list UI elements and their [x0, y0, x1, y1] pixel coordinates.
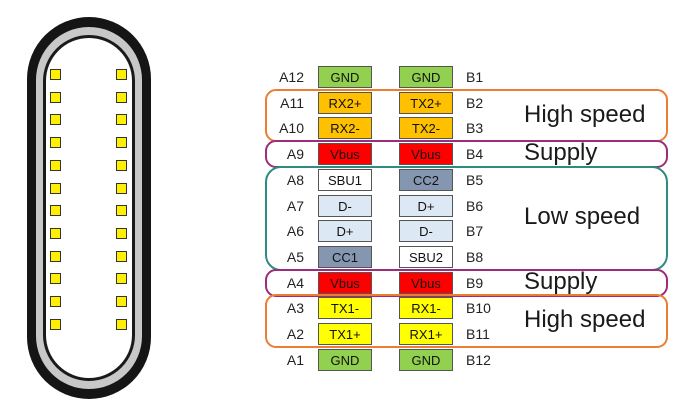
- contact-right: [116, 250, 127, 262]
- pin-number: A2: [286, 326, 304, 342]
- pin-number: A7: [286, 197, 304, 214]
- signal-cell: RX2-: [318, 117, 372, 140]
- pin-number: B5: [466, 171, 484, 188]
- pin-number: B11: [466, 326, 490, 342]
- signal-cell: RX1-: [399, 297, 453, 320]
- contact-right: [116, 69, 127, 80]
- contact-left: [50, 114, 61, 126]
- pin-number: B1: [466, 69, 484, 85]
- signal-cell: GND: [318, 348, 372, 371]
- signal-cell: D+: [318, 220, 372, 243]
- signal-cell: D-: [399, 220, 453, 243]
- signal-cell: RX1+: [399, 323, 453, 345]
- signal-cell: GND: [318, 66, 372, 88]
- signal-cell: SBU1: [318, 168, 372, 191]
- contact-left: [50, 273, 61, 285]
- pin-number: B4: [466, 146, 484, 163]
- signal-cell: RX2+: [318, 91, 372, 114]
- contact-right: [116, 227, 127, 239]
- signal-group-box: [265, 268, 668, 297]
- signal-cell: TX1-: [318, 297, 372, 320]
- signal-cell: Vbus: [318, 143, 372, 166]
- pin-number: A12: [279, 69, 304, 85]
- pin-number: B2: [466, 94, 484, 111]
- contact-left: [50, 159, 61, 171]
- signal-cell: Vbus: [399, 271, 453, 294]
- pin-number: A1: [286, 351, 304, 368]
- pin-number: B8: [466, 248, 484, 265]
- pin-number: B9: [466, 274, 484, 291]
- contact-right: [116, 91, 127, 103]
- pin-number: A10: [279, 120, 304, 137]
- pin-number: A8: [286, 171, 304, 188]
- contact-left: [50, 91, 61, 103]
- signal-group-label: High speed: [524, 100, 646, 128]
- contact-left: [50, 205, 61, 217]
- contact-right: [116, 182, 127, 194]
- pin-number: A11: [280, 94, 304, 111]
- signal-cell: Vbus: [318, 271, 372, 294]
- signal-cell: GND: [399, 348, 453, 371]
- signal-cell: TX1+: [318, 323, 372, 345]
- pin-number: B12: [466, 351, 491, 368]
- contact-left: [50, 296, 61, 307]
- pin-number: A3: [286, 300, 304, 317]
- signal-group-label: Low speed: [524, 203, 641, 231]
- signal-cell: D-: [318, 194, 372, 217]
- contact-right: [116, 114, 127, 126]
- signal-cell: CC2: [399, 168, 453, 191]
- pin-number: A5: [286, 248, 304, 265]
- contact-right: [116, 296, 127, 307]
- contact-left: [50, 318, 61, 330]
- signal-group-label: Supply: [524, 139, 598, 167]
- contact-left: [50, 69, 61, 80]
- signal-cell: GND: [399, 66, 453, 88]
- signal-group-label: High speed: [524, 306, 646, 334]
- signal-cell: CC1: [318, 245, 372, 268]
- contact-left: [50, 250, 61, 262]
- signal-cell: D+: [399, 194, 453, 217]
- contact-right: [116, 159, 127, 171]
- contact-left: [50, 227, 61, 239]
- contact-left: [50, 182, 61, 194]
- signal-group-box: [265, 294, 668, 348]
- contact-right: [116, 137, 127, 149]
- pin-number: B7: [466, 223, 484, 240]
- pin-number: B10: [466, 300, 491, 317]
- contact-right: [116, 273, 127, 285]
- contact-right: [116, 205, 127, 217]
- signal-cell: Vbus: [399, 143, 453, 166]
- signal-cell: TX2-: [399, 117, 453, 140]
- pin-number: B3: [466, 120, 484, 137]
- pin-number: B6: [466, 197, 484, 214]
- pin-number: A6: [286, 223, 304, 240]
- signal-cell: SBU2: [399, 245, 453, 268]
- signal-group-box: [265, 140, 668, 169]
- signal-group-label: Supply: [524, 267, 598, 295]
- contact-left: [50, 137, 61, 149]
- signal-cell: TX2+: [399, 91, 453, 114]
- pin-number: A9: [286, 146, 304, 163]
- contact-right: [116, 318, 127, 330]
- pin-number: A4: [286, 274, 304, 291]
